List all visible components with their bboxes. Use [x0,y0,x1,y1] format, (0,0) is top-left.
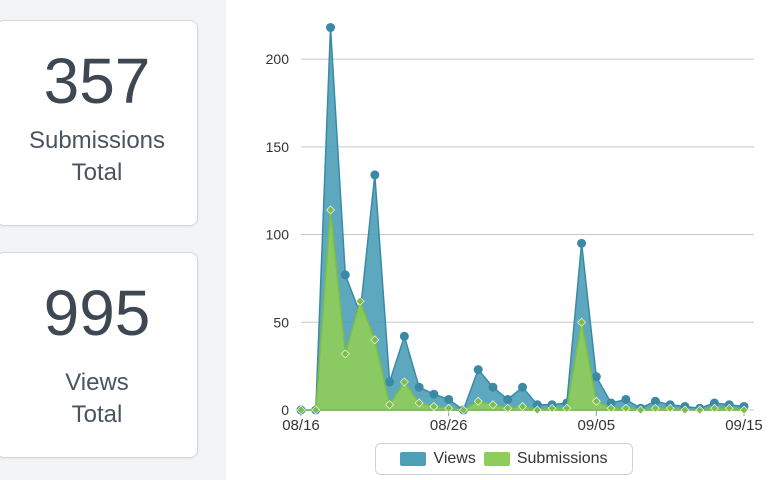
chart-legend: Views Submissions [375,443,633,475]
submissions-series-point [326,205,335,215]
submissions-series-point [724,403,734,413]
views-series-point [532,400,542,410]
submissions-series-point [532,405,542,415]
views-series-point [399,331,409,341]
submissions-series-point [562,403,572,413]
views-series-point [650,396,660,406]
views-series-point [488,382,498,392]
submissions-series-point [665,403,675,413]
views-total-label-line2: Total [71,401,123,428]
y-tick-label: 0 [281,402,289,418]
x-tick-label: 08/26 [430,417,468,434]
x-tick-label: 09/05 [578,417,616,434]
y-tick-label: 100 [266,227,290,243]
submissions-series-point [311,405,321,415]
views-total-label-line1: Views [65,369,129,396]
legend-item-submissions[interactable]: Submissions [483,450,608,468]
views-series-point [709,398,719,408]
views-total-value: 995 [43,277,151,349]
submissions-series-point [503,403,513,413]
submissions-series-point [606,403,616,413]
views-series-point [621,394,631,404]
views-series-point [444,394,454,404]
views-series-point [414,382,424,392]
legend-label-submissions: Submissions [516,450,608,467]
views-series-point [473,365,483,375]
submissions-series-point [429,402,439,411]
submissions-series-point [355,296,365,306]
submissions-total-value: 357 [43,45,151,117]
submissions-series-point [370,335,380,345]
legend-label-views: Views [433,450,476,467]
submissions-series-point [547,403,557,413]
legend-item-views[interactable]: Views [400,450,476,468]
views-series-point [606,398,616,408]
legend-swatch-submissions [483,452,510,466]
submissions-series-point [680,405,690,415]
x-tick-label: 08/16 [282,417,320,434]
y-tick-label: 150 [266,139,290,155]
views-series-point [577,238,587,248]
views-series-point [591,372,601,382]
views-series-point [340,270,350,280]
submissions-series-point [650,403,660,413]
views-total-card: 995 Views Total [0,252,198,458]
views-series-point [503,394,513,404]
stats-panel: 357 Submissions Total 995 Views Total [0,0,226,480]
views-series-point [385,377,395,387]
submissions-series-point [459,405,468,415]
submissions-series-point [739,405,749,415]
views-series-point [370,170,380,180]
submissions-series-point [340,349,350,359]
submissions-series-point [385,400,395,410]
submissions-series-point [296,405,306,415]
views-submissions-chart: 0 50 100 150 200 08/16 08/26 09/05 09/15 [266,23,763,434]
submissions-series-point [577,317,586,327]
views-series-point [326,23,336,33]
submissions-series-point [636,405,646,415]
submissions-series-point [591,396,601,406]
submissions-series-point [414,398,424,408]
submissions-series-point [710,403,719,413]
legend-swatch-views [400,452,427,466]
submissions-series-point [488,400,498,410]
y-tick-label: 50 [273,314,289,330]
y-tick-label: 200 [266,51,290,67]
views-series-point [518,382,527,392]
submissions-series-point [399,377,409,387]
submissions-series-point [473,396,483,406]
submissions-series-point [518,402,527,411]
submissions-total-label-line1: Submissions [28,127,166,154]
views-series-point [429,389,439,399]
submissions-series-point [695,405,705,415]
x-tick-label: 09/15 [725,417,763,434]
submissions-total-card: 357 Submissions Total [0,20,198,226]
submissions-series-point [444,403,454,413]
submissions-total-label-line2: Total [71,159,123,186]
submissions-series-point [621,403,631,413]
